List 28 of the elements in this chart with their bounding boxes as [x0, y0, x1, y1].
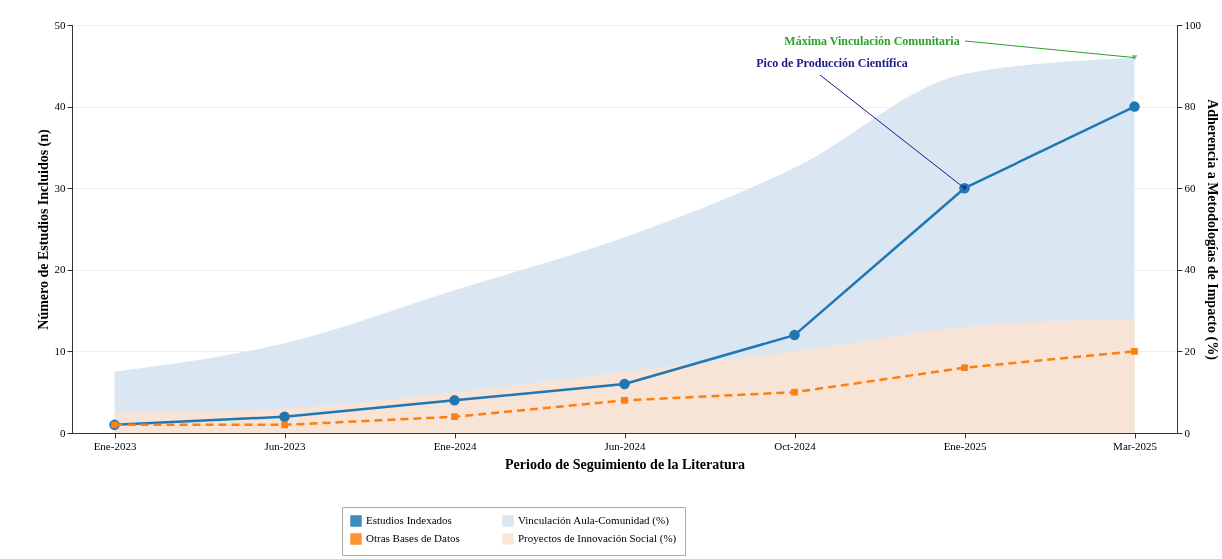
- annotation: Pico de Producción Científica: [756, 56, 908, 70]
- y2-tick-label: 0: [1184, 426, 1191, 439]
- x-tick-label: Jun-2024: [604, 439, 646, 452]
- x-tick-label: Ene-2024: [433, 439, 477, 452]
- y2-tick-label: 60: [1184, 181, 1196, 194]
- legend-label: Proyectos de Innovación Social (%): [518, 532, 677, 545]
- y2-tick-label: 80: [1184, 100, 1196, 113]
- x-tick-label: Oct-2024: [774, 439, 817, 452]
- annotation: Máxima Vinculación Comunitaria: [784, 34, 960, 48]
- y-tick-label: 20: [54, 263, 66, 276]
- y-tick-label: 50: [54, 18, 66, 31]
- x-axis-title: Periodo de Seguimiento de la Literatura: [505, 456, 745, 472]
- x-tick-label: Jun-2023: [264, 439, 306, 452]
- y-tick-label: 0: [60, 426, 66, 439]
- legend-label: Vinculación Aula-Comunidad (%): [518, 514, 670, 527]
- y-axis-title: Número de Estudios Incluidos (n): [35, 128, 52, 330]
- x-tick-label: Mar-2025: [1113, 439, 1158, 452]
- x-tick-label: Ene-2025: [943, 439, 987, 452]
- y-tick-label: 40: [54, 100, 66, 113]
- y2-axis-title: Adherencia a Metodologías de Impacto (%): [1204, 99, 1220, 361]
- y2-tick-label: 100: [1184, 18, 1202, 31]
- legend-label: Otras Bases de Datos: [366, 532, 460, 544]
- x-tick-label: Ene-2023: [93, 439, 137, 452]
- y2-tick-label: 40: [1184, 263, 1196, 276]
- legend-label: Estudios Indexados: [366, 514, 452, 526]
- y2-tick-label: 20: [1184, 344, 1196, 357]
- y-tick-label: 10: [54, 344, 66, 357]
- y-tick-label: 30: [54, 181, 66, 194]
